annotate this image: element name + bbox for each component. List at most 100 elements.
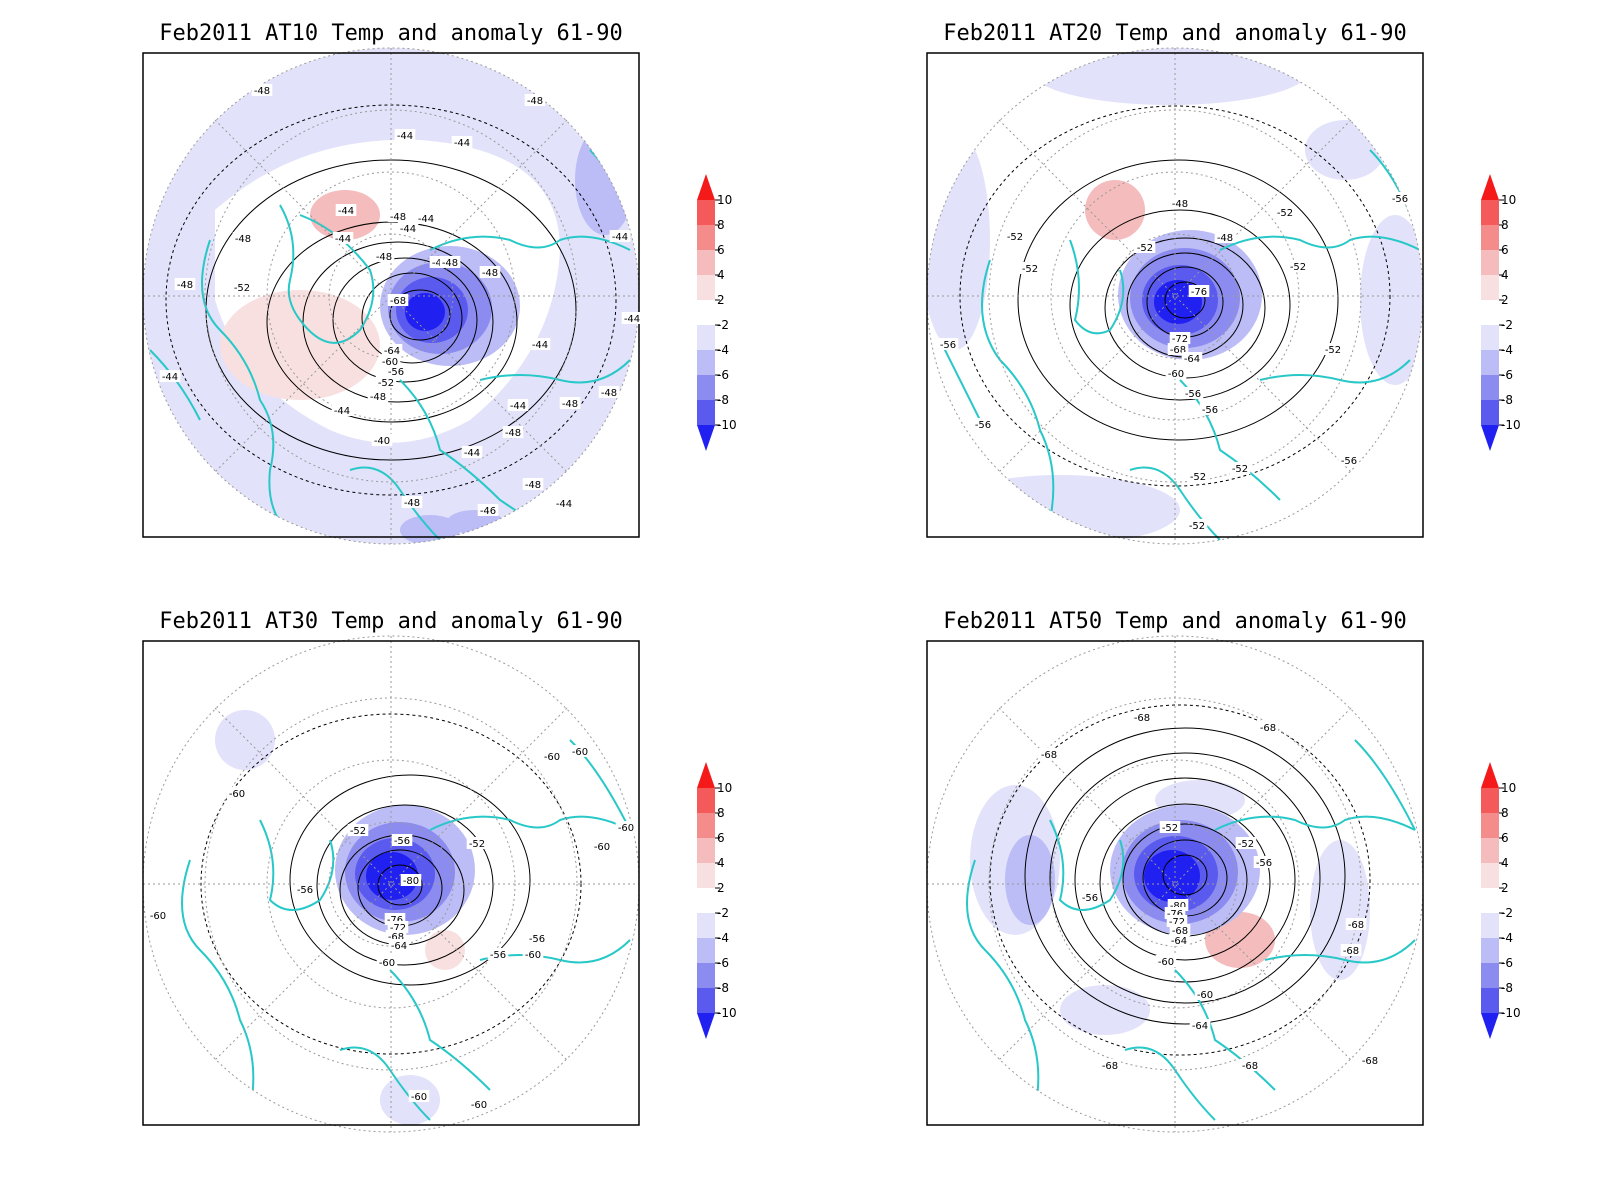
colorbar-cell bbox=[1481, 400, 1499, 425]
colorbar-cell bbox=[1481, 250, 1499, 275]
contour-label-text: -68 bbox=[1041, 750, 1057, 761]
contour-label-text: -68 bbox=[1172, 926, 1188, 937]
contour-label: -52 bbox=[1287, 260, 1309, 273]
colorbar-cell bbox=[1481, 225, 1499, 250]
contour-label: -52 bbox=[375, 376, 397, 389]
colorbar-tick-label: 6 bbox=[1501, 243, 1509, 257]
panel-title: Feb2011 AT50 Temp and anomaly 61-90 bbox=[943, 609, 1407, 634]
contour-label: -60 bbox=[1165, 367, 1187, 380]
colorbar-tick-label: 8 bbox=[1501, 806, 1509, 820]
contour-label: -56 bbox=[1182, 387, 1204, 400]
colorbar-tick-label: 2 bbox=[717, 881, 725, 895]
contour-label: -44 bbox=[331, 404, 353, 417]
contour-label: -48 bbox=[524, 94, 546, 107]
contour-label: -68 bbox=[1345, 918, 1367, 931]
contour-label: -68 bbox=[1257, 721, 1279, 734]
contour-label-text: -44 bbox=[397, 131, 413, 142]
contour-label: -52 bbox=[1229, 462, 1251, 475]
contour-label: -52 bbox=[1004, 230, 1026, 243]
colorbar-arrow-top bbox=[697, 762, 715, 788]
contour-label-text: -48 bbox=[390, 212, 406, 223]
contour-label-text: -56 bbox=[1082, 893, 1098, 904]
contour-label: -64 bbox=[1181, 352, 1203, 365]
colorbar-cell bbox=[697, 300, 715, 325]
contour-label: -56 bbox=[1199, 403, 1221, 416]
contour-label: -64 bbox=[381, 344, 403, 357]
colorbar-tick-label: -10 bbox=[1501, 1006, 1521, 1020]
colorbar-tick-label: 4 bbox=[1501, 268, 1509, 282]
contour-label: -80 bbox=[400, 874, 422, 887]
contour-label: -64 bbox=[1189, 1019, 1211, 1032]
colorbar-tick-label: -10 bbox=[717, 418, 737, 432]
contour-label: -60 bbox=[468, 1098, 490, 1111]
contour-label-text: -68 bbox=[1242, 1061, 1258, 1072]
contour-label-text: -44 bbox=[400, 224, 416, 235]
colorbar-cell bbox=[697, 325, 715, 350]
anomaly-shading bbox=[143, 636, 639, 1132]
contour-label-text: -44 bbox=[162, 372, 178, 383]
contour-label-text: -56 bbox=[1202, 405, 1218, 416]
contour-label-text: -44 bbox=[454, 138, 470, 149]
contour-label-text: -60 bbox=[150, 911, 166, 922]
contour-label-text: -48 bbox=[482, 268, 498, 279]
contour-label: -64 bbox=[1168, 934, 1190, 947]
contour-label: -56 bbox=[385, 365, 407, 378]
colorbar-cell bbox=[697, 963, 715, 988]
contour-label-text: -52 bbox=[1277, 208, 1293, 219]
contour-label: -52 bbox=[231, 281, 253, 294]
contour-label-text: -76 bbox=[1167, 909, 1183, 920]
colorbar-cell bbox=[1481, 813, 1499, 838]
colorbar-tick-label: -4 bbox=[1501, 931, 1513, 945]
colorbar-tick-label: -2 bbox=[1501, 906, 1513, 920]
contour-label-text: -52 bbox=[1007, 232, 1023, 243]
colorbar-arrow-bottom bbox=[1481, 425, 1499, 451]
contour-label: -56 bbox=[937, 338, 959, 351]
contour-label-text: -48 bbox=[525, 480, 541, 491]
colorbar-cell bbox=[697, 938, 715, 963]
colorbar: 10 8 6 4 2 -2 -4 -6 -8 -10 bbox=[697, 174, 737, 451]
contour-label-text: -64 bbox=[384, 346, 400, 357]
contour-label: -48 bbox=[1169, 197, 1191, 210]
contour-label-text: -72 bbox=[1172, 334, 1188, 345]
colorbar-tick-label: -4 bbox=[717, 343, 729, 357]
contour-label-text: -60 bbox=[411, 1092, 427, 1103]
map-frame bbox=[926, 640, 1424, 1126]
contour-label-text: -56 bbox=[388, 367, 404, 378]
contour-label: -48 bbox=[598, 386, 620, 399]
contour-label-text: -48 bbox=[376, 252, 392, 263]
contour-label: -48 bbox=[251, 84, 273, 97]
contour-label-text: -46 bbox=[480, 506, 496, 517]
colorbar-cell bbox=[697, 225, 715, 250]
contour-label-text: -44 bbox=[510, 401, 526, 412]
contour-label-text: -56 bbox=[975, 420, 991, 431]
colorbar-cell bbox=[1481, 788, 1499, 813]
contour-label-text: -68 bbox=[388, 932, 404, 943]
contour-label: -52 bbox=[1019, 262, 1041, 275]
colorbar-tick-label: 10 bbox=[1501, 193, 1516, 207]
contour-label-text: -56 bbox=[1185, 389, 1201, 400]
colorbar-arrow-top bbox=[1481, 762, 1499, 788]
contour-label-text: -68 bbox=[1134, 713, 1150, 724]
contour-label-text: -52 bbox=[1238, 839, 1254, 850]
contour-label: -48 bbox=[373, 250, 395, 263]
colorbar-cell bbox=[697, 350, 715, 375]
contour-label: -68 bbox=[1340, 944, 1362, 957]
colorbar: 10 8 6 4 2 -2 -4 -6 -8 -10 bbox=[697, 762, 737, 1039]
colorbar-cell bbox=[1481, 838, 1499, 863]
colorbar-tick-label: 4 bbox=[717, 856, 725, 870]
contour-label-text: -56 bbox=[940, 340, 956, 351]
map-frame bbox=[142, 52, 640, 538]
colorbar-cell bbox=[697, 275, 715, 300]
contour-label-text: -44 bbox=[624, 314, 640, 325]
colorbar-tick-label: -10 bbox=[717, 1006, 737, 1020]
contour-label: -44 bbox=[415, 212, 437, 225]
contour-label-text: -60 bbox=[379, 958, 395, 969]
contour-label: -60 bbox=[376, 956, 398, 969]
colorbar: 10 8 6 4 2 -2 -4 -6 -8 -10 bbox=[1481, 762, 1521, 1039]
contour-label-text: -44 bbox=[612, 232, 628, 243]
colorbar-tick-label: -8 bbox=[1501, 981, 1513, 995]
colorbars: 10 8 6 4 2 -2 -4 -6 -8 -10 10 8 6 4 2 -2 -4 -6 -8 -10 10 8 6 4 2… bbox=[697, 174, 1521, 1039]
contour-label-text: -52 bbox=[469, 839, 485, 850]
contour-label-text: -60 bbox=[1158, 957, 1174, 968]
colorbar-cell bbox=[697, 913, 715, 938]
